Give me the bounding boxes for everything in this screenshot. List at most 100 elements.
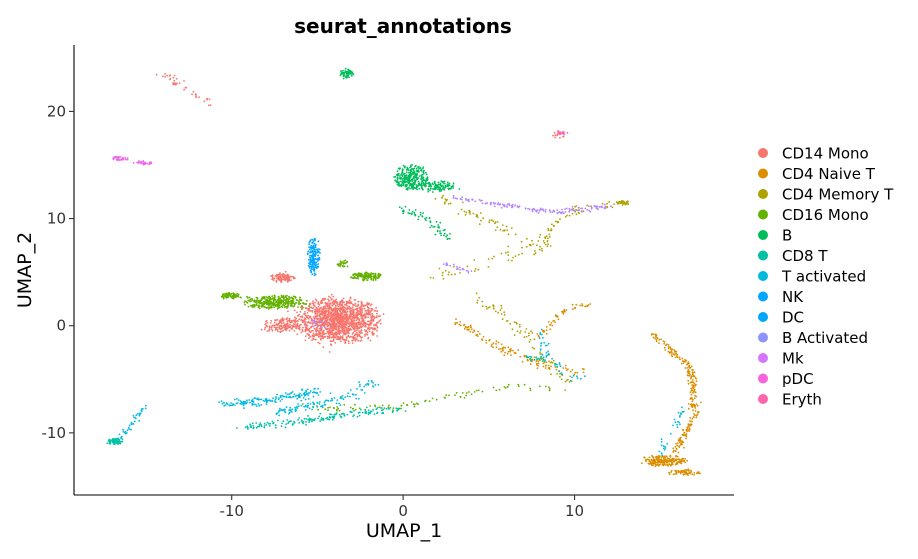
data-point (523, 336, 526, 339)
data-point (662, 445, 665, 448)
data-point (276, 299, 279, 301)
scatter-points (106, 67, 702, 477)
data-point (345, 327, 348, 329)
data-point (379, 319, 382, 321)
data-point (554, 321, 556, 323)
data-point (538, 385, 541, 388)
data-point (311, 408, 313, 411)
data-point (287, 279, 289, 282)
data-point (373, 324, 376, 327)
data-point (529, 387, 531, 390)
data-point (277, 273, 280, 276)
data-point (512, 256, 514, 259)
data-point (452, 197, 455, 199)
data-point (565, 309, 568, 311)
data-point (464, 326, 467, 328)
data-point (316, 315, 318, 318)
data-point (376, 277, 379, 280)
data-point (270, 320, 273, 322)
data-point (475, 215, 478, 218)
data-point (252, 425, 255, 427)
data-point (562, 312, 565, 315)
data-point (541, 249, 544, 252)
data-point (363, 392, 366, 394)
data-point (623, 202, 626, 205)
data-point (428, 183, 431, 186)
data-point (352, 407, 355, 410)
data-point (540, 342, 543, 344)
data-point (556, 373, 558, 375)
data-point (270, 328, 273, 330)
data-point (173, 74, 176, 77)
data-point (203, 100, 206, 103)
data-point (672, 353, 675, 355)
data-point (330, 413, 333, 416)
data-point (343, 72, 346, 75)
data-point (369, 405, 371, 407)
data-point (347, 342, 350, 345)
data-point (690, 423, 693, 426)
data-point (555, 315, 558, 318)
data-point (303, 317, 306, 319)
data-point (341, 301, 344, 304)
data-point (481, 305, 484, 308)
data-point (539, 353, 542, 355)
data-point (378, 275, 381, 278)
data-point (305, 418, 308, 420)
data-point (341, 317, 344, 320)
data-point (305, 421, 307, 423)
data-point (322, 346, 325, 348)
data-point (343, 301, 345, 304)
data-point (359, 311, 362, 314)
data-point (689, 366, 691, 369)
data-point (284, 410, 286, 413)
data-point (475, 213, 478, 216)
data-point (358, 381, 360, 384)
data-point (680, 458, 683, 461)
data-point (406, 166, 409, 169)
data-point (342, 297, 345, 300)
data-point (363, 278, 366, 281)
data-point (298, 328, 301, 331)
data-point (537, 240, 540, 242)
data-point (668, 473, 671, 476)
data-point (284, 305, 287, 308)
data-point (503, 313, 506, 316)
data-point (291, 424, 294, 426)
data-point (318, 403, 321, 405)
data-point (288, 317, 291, 320)
data-point (254, 403, 257, 406)
data-point (590, 205, 592, 208)
data-point (510, 354, 512, 356)
data-point (352, 310, 355, 313)
data-point (413, 176, 416, 179)
data-point (314, 246, 317, 249)
data-point (350, 324, 352, 327)
data-point (355, 305, 357, 307)
data-point (443, 396, 446, 399)
data-point (585, 305, 587, 308)
data-point (347, 325, 350, 328)
data-point (315, 251, 317, 253)
data-point (362, 314, 364, 316)
data-point (333, 300, 336, 303)
data-point (564, 389, 567, 391)
data-point (410, 174, 412, 177)
data-point (356, 331, 358, 334)
data-point (475, 389, 478, 392)
data-point (329, 413, 331, 416)
data-point (278, 304, 281, 307)
data-point (351, 303, 354, 306)
data-point (686, 367, 689, 369)
data-point (346, 265, 349, 268)
data-point (341, 299, 344, 301)
data-point (279, 302, 282, 305)
data-point (319, 252, 321, 254)
data-point (485, 202, 488, 205)
data-point (250, 426, 253, 428)
data-point (119, 442, 122, 445)
data-point (419, 211, 422, 214)
data-point (258, 425, 261, 428)
data-point (327, 418, 329, 421)
